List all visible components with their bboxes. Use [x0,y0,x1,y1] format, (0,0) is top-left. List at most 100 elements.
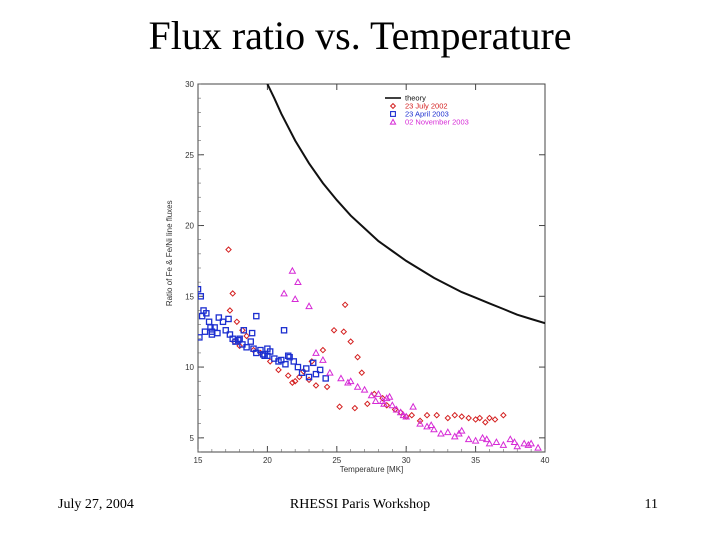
y-tick-label: 15 [185,292,194,301]
legend-diamond-marker [389,102,397,110]
data-point-november-2003 [534,443,542,451]
data-point-april-2003 [316,366,324,374]
data-point-july-2002 [319,346,327,354]
data-point-april-2003 [264,345,271,352]
data-point-november-2003 [374,389,383,397]
data-point-july-2002 [229,290,237,297]
data-point-november-2003 [344,378,352,386]
data-point-april-2003 [215,314,223,321]
data-point-november-2003 [385,392,394,400]
data-point-july-2002 [291,377,299,385]
data-point-july-2002 [500,411,507,419]
data-point-november-2003 [326,368,334,376]
data-point-july-2002 [465,414,472,422]
data-point-april-2003 [322,375,329,382]
x-tick-label: 35 [471,456,480,465]
data-point-april-2003 [248,329,256,337]
data-point-july-2002 [312,382,320,389]
data-point-april-2003 [261,352,268,360]
data-point-november-2003 [305,302,313,310]
data-point-july-2002 [289,379,296,386]
data-point-july-2002 [408,411,416,419]
data-point-november-2003 [457,426,466,434]
data-point-july-2002 [383,401,391,409]
data-point-april-2003 [278,356,285,364]
data-point-april-2003 [207,324,214,331]
data-point-july-2002 [358,369,366,377]
data-point-april-2003 [294,363,302,371]
legend-label: 23 July 2002 [405,102,448,111]
data-point-november-2003 [471,436,480,444]
data-point-july-2002 [284,372,292,379]
data-point-april-2003 [259,351,267,358]
data-point-april-2003 [309,359,317,367]
data-point-november-2003 [392,405,401,413]
data-point-november-2003 [427,421,436,429]
plot-frame [197,83,546,453]
data-point-april-2003 [201,328,209,335]
data-point-july-2002 [341,301,349,309]
data-point-november-2003 [280,289,288,297]
y-tick-label: 25 [185,151,194,160]
data-point-april-2003 [280,327,288,334]
data-point-november-2003 [312,348,320,356]
data-point-july-2002 [364,400,371,408]
data-point-november-2003 [291,295,300,303]
data-point-april-2003 [282,360,289,368]
y-tick-label: 10 [185,363,194,372]
x-tick-label: 20 [263,456,272,465]
data-point-april-2003 [305,373,313,381]
footer-event: RHESSI Paris Workshop [289,497,431,512]
y-axis-label: Ratio of Fe & Fe/Ni line fluxes [165,200,174,306]
y-tick-label: 20 [185,222,194,231]
data-point-april-2003 [198,334,203,341]
footer-page-number: 11 [644,497,658,512]
data-point-july-2002 [340,328,348,335]
y-tick-label: 30 [185,80,194,89]
data-point-november-2003 [455,429,463,437]
data-point-july-2002 [243,332,250,340]
x-tick-label: 30 [402,456,411,465]
data-point-november-2003 [288,266,297,274]
data-point-november-2003 [360,385,369,393]
series-02-november-2003 [280,266,542,451]
data-point-july-2002 [416,417,424,425]
x-axis-label: Temperature [MK] [340,465,404,474]
data-point-november-2003 [482,435,491,443]
data-point-july-2002 [225,246,232,253]
series-23-april-2003 [198,285,329,382]
data-point-november-2003 [485,439,494,447]
data-point-july-2002 [296,373,303,381]
data-point-november-2003 [382,394,391,402]
data-point-july-2002 [444,414,452,422]
data-point-april-2003 [225,315,232,323]
data-point-july-2002 [233,318,241,326]
data-point-november-2003 [388,401,397,409]
x-tick-label: 15 [194,456,203,465]
legend-label: 02 November 2003 [405,118,469,127]
data-point-april-2003 [198,312,206,320]
data-point-november-2003 [524,440,533,448]
data-point-november-2003 [399,411,408,419]
data-point-april-2003 [198,293,205,300]
legend-square-marker [390,111,396,117]
data-point-november-2003 [371,397,380,404]
data-point-november-2003 [380,399,388,407]
data-point-july-2002 [476,414,484,422]
legend-label: 23 April 2003 [405,110,449,119]
data-point-november-2003 [430,425,438,433]
data-point-november-2003 [367,391,376,399]
data-point-april-2003 [235,336,242,344]
data-point-november-2003 [506,435,515,443]
data-point-april-2003 [253,312,260,320]
data-point-november-2003 [464,435,473,443]
data-point-july-2002 [379,394,386,402]
y-tick-label: 5 [190,434,195,443]
data-point-november-2003 [510,438,519,445]
data-point-november-2003 [416,419,424,427]
x-tick-label: 25 [332,456,341,465]
data-point-july-2002 [330,326,338,334]
data-point-november-2003 [294,278,302,286]
